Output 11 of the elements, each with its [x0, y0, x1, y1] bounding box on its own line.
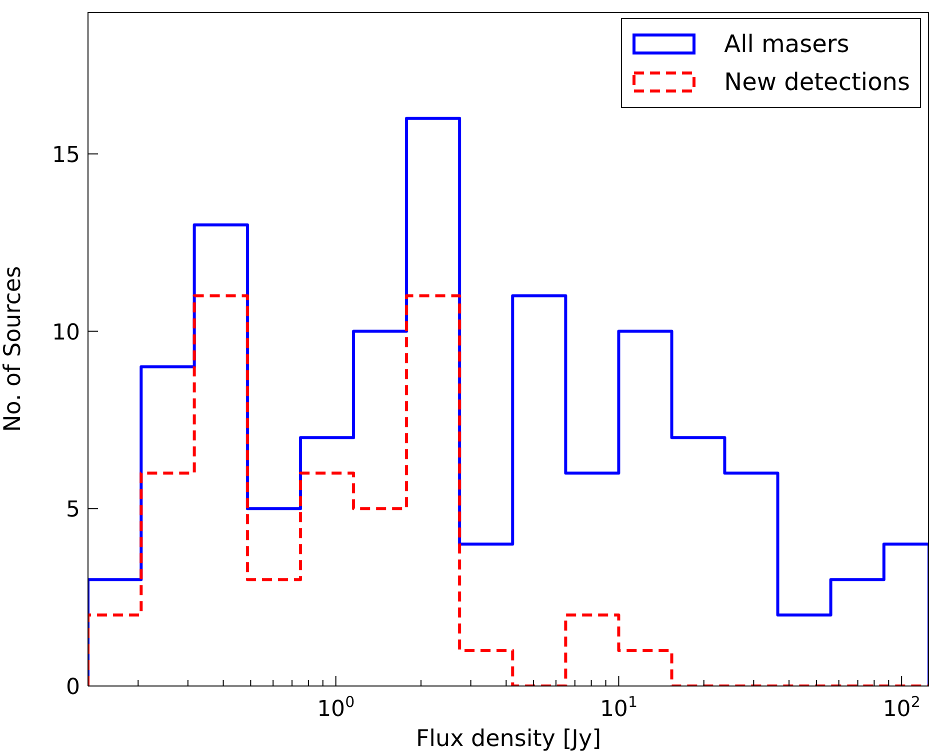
- legend-label: New detections: [724, 68, 910, 96]
- y-tick-label: 0: [66, 675, 80, 700]
- x-axis-title: Flux density [Jy]: [416, 726, 602, 752]
- y-tick-label: 15: [52, 142, 80, 168]
- x-tick-label: 10$^{0}$: [317, 693, 355, 722]
- y-axis-title: No. of Sources: [0, 266, 26, 432]
- x-tick-label: 10$^{2}$: [882, 693, 920, 722]
- y-tick-label: 5: [66, 498, 80, 523]
- legend-label: All masers: [724, 30, 850, 58]
- x-tick-label: 10$^{1}$: [600, 693, 638, 722]
- y-tick-label: 10: [52, 320, 80, 346]
